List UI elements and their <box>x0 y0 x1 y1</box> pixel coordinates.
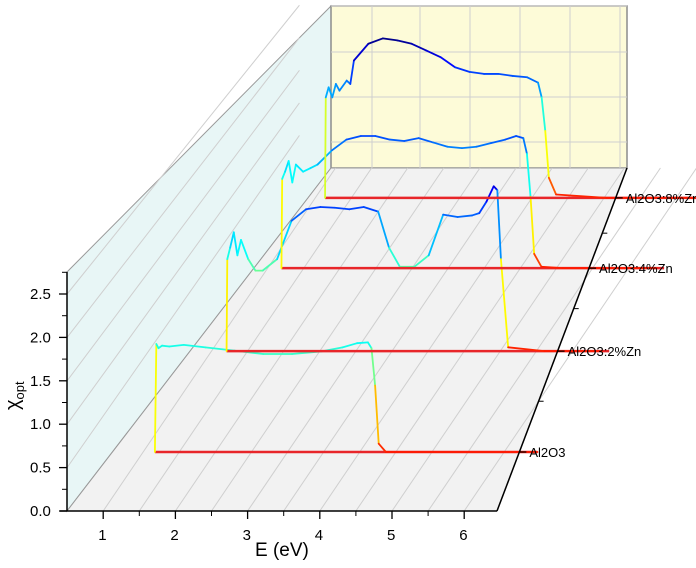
y-axis: 0.0 0.5 1.0 1.5 2.0 2.5 χopt <box>2 271 68 520</box>
y-tick-label: 2.5 <box>30 286 51 303</box>
series-layer <box>153 37 696 454</box>
series-label: Al2O3:4%Zn <box>599 261 673 276</box>
x-tick-label: 3 <box>243 527 251 544</box>
y-tick-label: 1.0 <box>30 416 51 433</box>
z-axis: Al2O3 Al2O3:2%Zn Al2O3:4%Zn Al2O3:8%Zn <box>496 167 696 512</box>
x-tick-label: 6 <box>459 527 467 544</box>
back-wall <box>330 5 628 169</box>
y-tick-label: 0.5 <box>30 460 51 477</box>
x-tick-label: 4 <box>315 527 323 544</box>
x-tick-label: 5 <box>387 527 395 544</box>
y-tick-label: 1.5 <box>30 373 51 390</box>
y-tick-label: 0.0 <box>30 503 51 520</box>
y-axis-title: χopt <box>2 381 27 410</box>
series-label: Al2O3 <box>529 445 565 460</box>
grid-lines <box>66 4 696 512</box>
series-al2o3-2-zn <box>225 185 610 353</box>
x-axis: 1 2 3 4 5 6 E (eV) <box>60 510 497 561</box>
series-label: Al2O3:8%Zn <box>626 191 696 206</box>
x-tick-label: 1 <box>98 527 106 544</box>
series-label: Al2O3:2%Zn <box>568 344 642 359</box>
x-tick-label: 2 <box>170 527 178 544</box>
y-tick-label: 2.0 <box>30 329 51 346</box>
series-al2o3-8-zn <box>324 37 696 200</box>
x-axis-title: E (eV) <box>255 540 309 561</box>
series-al2o3-4-zn <box>280 135 665 270</box>
